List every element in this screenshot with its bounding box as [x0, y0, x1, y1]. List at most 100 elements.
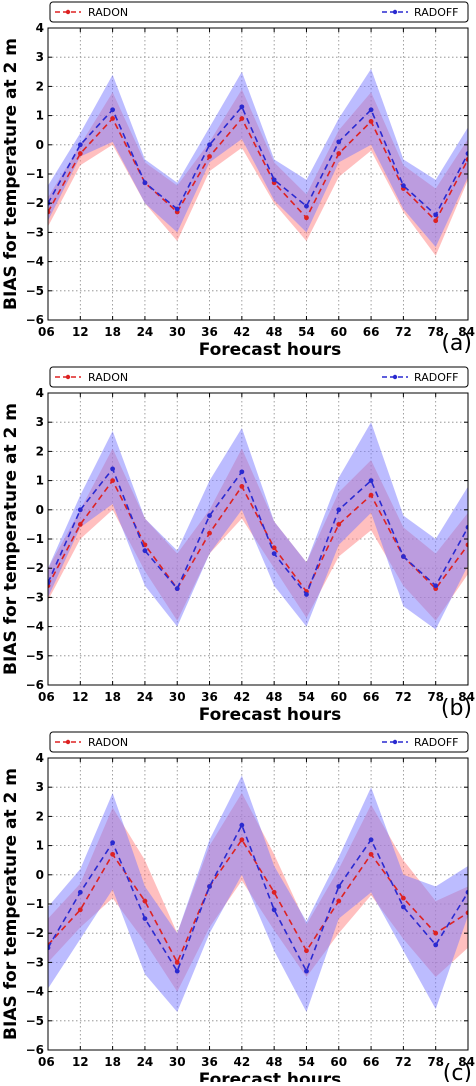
y-tick-label: 2: [36, 809, 44, 823]
data-point-radon: [433, 930, 439, 936]
x-axis-label: Forecast hours: [199, 1070, 342, 1082]
x-tick-label: 54: [298, 1055, 315, 1069]
data-point-radoff: [368, 837, 374, 843]
data-point-radoff: [433, 942, 439, 948]
legend: RADON RADOFF: [49, 731, 469, 753]
data-point-radoff: [368, 107, 374, 113]
legend-box: [49, 1, 469, 23]
y-tick-label: −6: [26, 678, 44, 692]
legend-label: RADON: [88, 371, 128, 384]
data-point-radoff: [142, 548, 148, 554]
y-tick-label: −6: [26, 1043, 44, 1057]
y-tick-label: 1: [36, 109, 44, 123]
x-tick-label: 78: [427, 325, 444, 339]
y-tick-label: 1: [36, 474, 44, 488]
data-point-radon: [77, 907, 83, 913]
y-tick-label: 0: [36, 503, 44, 517]
y-tick-label: 4: [36, 21, 44, 35]
y-tick-label: 4: [36, 386, 44, 400]
x-tick-label: 54: [298, 325, 315, 339]
data-point-radoff: [207, 513, 212, 519]
data-point-radoff: [465, 524, 468, 530]
y-tick-label: 2: [36, 79, 44, 93]
data-point-radoff: [271, 177, 277, 183]
panel-label: (b): [441, 696, 472, 721]
axis-ticks: 06 12 18 24 30 36 42 48 54 60 66 72 78 8443210−1−2−3−…: [26, 386, 475, 704]
data-point-radoff: [110, 107, 116, 113]
data-point-radon: [239, 837, 245, 843]
data-point-radoff: [239, 469, 245, 475]
panel-label: (a): [441, 331, 472, 356]
legend-box: [49, 731, 469, 753]
x-tick-label: 30: [169, 1055, 186, 1069]
y-axis-label: BIAS for temperature at 2 m: [1, 38, 21, 310]
x-tick-label: 84: [458, 325, 475, 339]
y-tick-label: −2: [26, 926, 44, 940]
x-tick-label: 60: [330, 690, 347, 704]
data-point-radoff: [336, 884, 342, 889]
data-point-radoff: [239, 822, 245, 828]
data-point-radoff: [110, 840, 116, 846]
data-point-radoff: [174, 586, 180, 592]
data-point-radon: [336, 522, 342, 527]
data-point-radon: [207, 530, 212, 536]
x-tick-label: 48: [266, 325, 283, 339]
x-tick-label: 12: [72, 325, 89, 339]
data-point-radoff: [239, 104, 245, 110]
data-point-radon: [110, 851, 116, 857]
data-point-radoff: [368, 478, 374, 483]
x-tick-label: 18: [104, 1055, 121, 1069]
series-line-radoff: [48, 823, 468, 974]
x-tick-label: 12: [72, 690, 89, 704]
x-tick-label: 18: [104, 325, 121, 339]
y-tick-label: −5: [26, 284, 44, 298]
y-tick-label: −4: [26, 985, 44, 999]
data-point-radoff: [336, 507, 342, 513]
data-point-radon: [239, 484, 245, 489]
data-point-radon: [271, 545, 277, 551]
data-point-radon: [400, 895, 406, 901]
y-tick-label: −5: [26, 1014, 44, 1028]
x-tick-label: 06: [38, 690, 55, 704]
x-tick-label: 54: [298, 690, 315, 704]
x-tick-label: 78: [427, 1055, 444, 1069]
data-point-radoff: [400, 554, 406, 559]
data-point-radon: [304, 215, 309, 221]
data-point-radoff: [336, 139, 342, 145]
data-point-radoff: [48, 580, 51, 586]
data-point-radoff: [304, 592, 309, 597]
data-point-radoff: [174, 968, 180, 974]
x-tick-label: 42: [233, 325, 250, 339]
data-point-radon: [77, 522, 83, 527]
data-point-radoff: [77, 507, 83, 513]
legend-box: [49, 366, 469, 388]
x-tick-label: 72: [395, 690, 412, 704]
series-line-radon: [48, 117, 468, 223]
y-tick-label: 1: [36, 839, 44, 853]
x-tick-label: 36: [201, 1055, 218, 1069]
y-tick-label: −1: [26, 532, 44, 546]
data-point-radon: [110, 478, 116, 483]
data-point-radon: [207, 154, 212, 159]
data-point-radoff: [48, 945, 51, 951]
data-point-radoff: [465, 889, 468, 895]
panel-label: (c): [443, 1061, 472, 1082]
y-tick-label: −6: [26, 313, 44, 327]
data-point-radon: [433, 218, 439, 224]
legend: RADON RADOFF: [49, 366, 469, 388]
series-line-radoff: [48, 105, 468, 217]
series-line-radon: [48, 479, 468, 594]
y-tick-label: 4: [36, 751, 44, 765]
y-tick-label: −5: [26, 649, 44, 663]
series-band-radoff: [48, 775, 468, 1013]
data-point-radoff: [304, 968, 309, 974]
data-point-radoff: [433, 212, 439, 218]
data-point-radon: [77, 151, 83, 156]
data-point-radon: [174, 960, 180, 965]
data-point-radon: [304, 948, 309, 954]
x-tick-label: 18: [104, 690, 121, 704]
y-tick-label: 0: [36, 868, 44, 882]
